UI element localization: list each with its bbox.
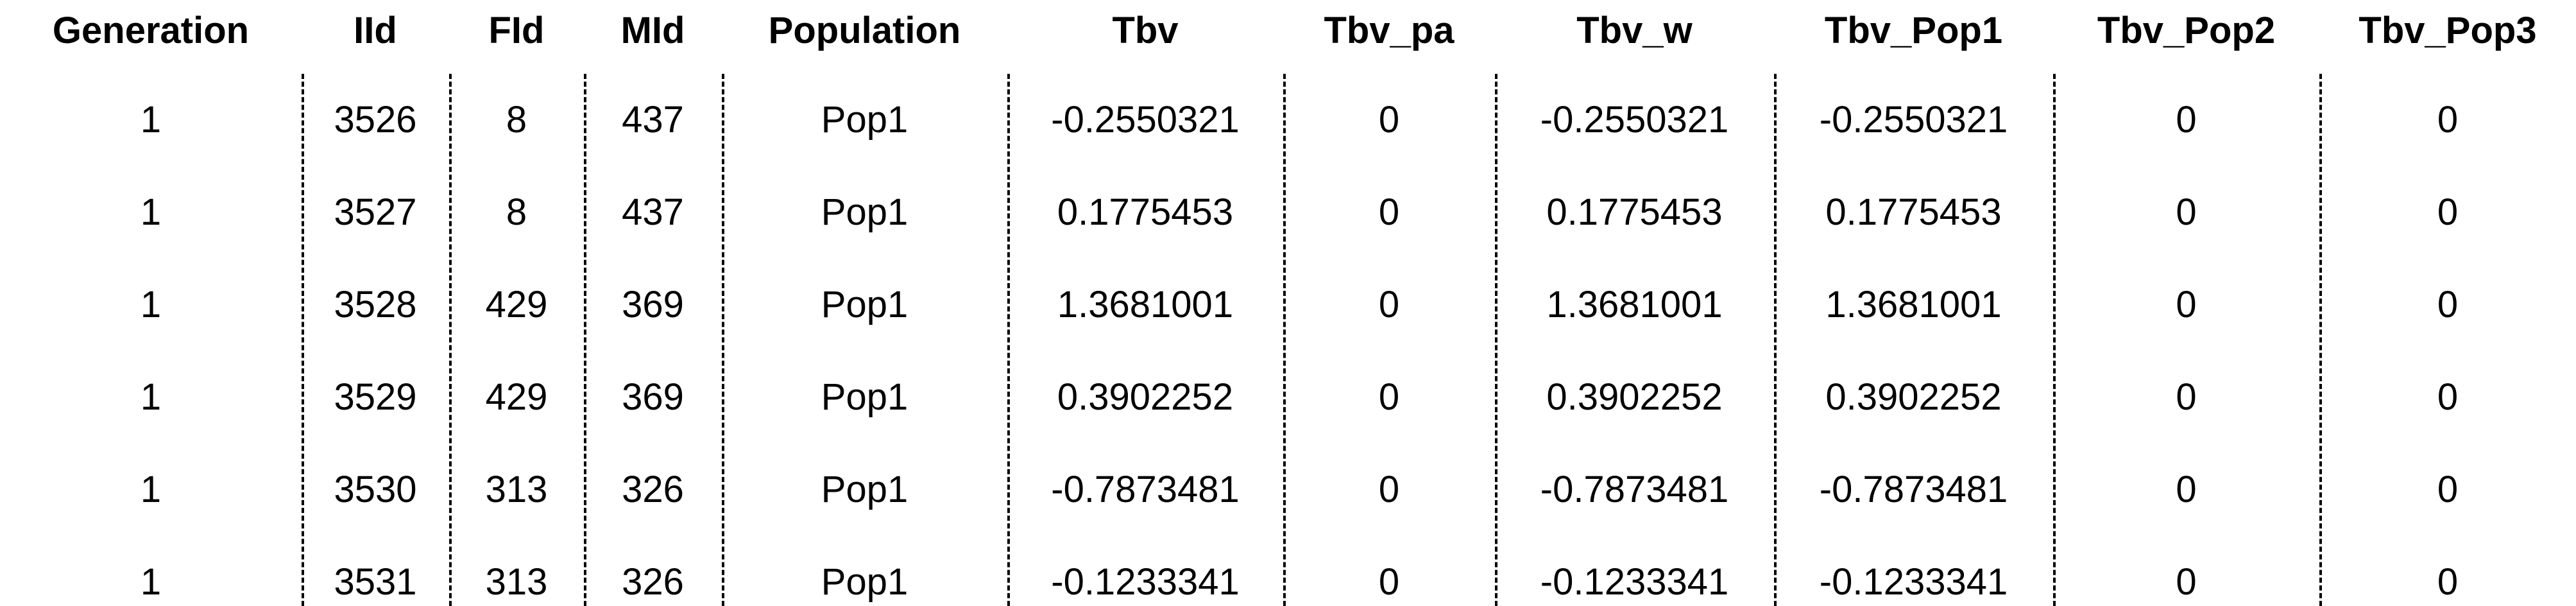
cell-tbv-w: -0.7873481 (1540, 469, 1729, 510)
cell-tbv-pop1: -0.7873481 (1819, 469, 2008, 510)
cell-population: Pop1 (821, 561, 908, 603)
cell-tbv: -0.7873481 (1051, 469, 1240, 510)
cell-tbv-pa: 0 (1378, 99, 1400, 141)
header-tbv-pop1: Tbv_Pop1 (1824, 10, 2003, 51)
cell-tbv-pop3: 0 (2437, 284, 2459, 325)
cell-mid: 326 (622, 561, 684, 603)
cell-tbv: -0.2550321 (1051, 99, 1240, 141)
cell-population: Pop1 (821, 284, 908, 325)
cell-tbv-pa: 0 (1378, 376, 1400, 418)
cell-tbv-pop3: 0 (2437, 191, 2459, 233)
header-mid: MId (620, 10, 685, 51)
cell-tbv-w: -0.2550321 (1540, 99, 1729, 141)
cell-iid: 3528 (334, 284, 417, 325)
cell-mid: 437 (622, 191, 684, 233)
column-divider (449, 74, 452, 606)
cell-fid: 429 (485, 376, 548, 418)
cell-tbv-pop1: 1.3681001 (1825, 284, 2002, 325)
column-divider (1495, 74, 1497, 606)
cell-tbv-pop3: 0 (2437, 469, 2459, 510)
cell-tbv-pop1: -0.2550321 (1819, 99, 2008, 141)
cell-tbv-w: 0.1775453 (1546, 191, 1723, 233)
cell-tbv-pop2: 0 (2176, 469, 2197, 510)
cell-generation: 1 (140, 469, 162, 510)
cell-population: Pop1 (821, 376, 908, 418)
cell-generation: 1 (140, 561, 162, 603)
cell-tbv-pop2: 0 (2176, 191, 2197, 233)
cell-tbv-pop2: 0 (2176, 561, 2197, 603)
column-divider (302, 74, 304, 606)
cell-population: Pop1 (821, 191, 908, 233)
header-fid: FId (488, 10, 545, 51)
table-row: 1 3527 8 437 Pop1 0.1775453 0 0.1775453 … (0, 190, 2576, 235)
cell-population: Pop1 (821, 99, 908, 141)
cell-iid: 3530 (334, 469, 417, 510)
column-divider (1007, 74, 1010, 606)
cell-mid: 326 (622, 469, 684, 510)
cell-tbv: 0.1775453 (1057, 191, 1234, 233)
header-tbv-pa: Tbv_pa (1324, 10, 1454, 51)
cell-generation: 1 (140, 376, 162, 418)
cell-mid: 369 (622, 284, 684, 325)
cell-tbv-pop1: 0.3902252 (1825, 376, 2002, 418)
table-row: 1 3531 313 326 Pop1 -0.1233341 0 -0.1233… (0, 560, 2576, 605)
column-divider (722, 74, 724, 606)
cell-tbv-w: 1.3681001 (1546, 284, 1723, 325)
cell-tbv-w: -0.1233341 (1540, 561, 1729, 603)
cell-tbv-pop1: 0.1775453 (1825, 191, 2002, 233)
header-tbv-w: Tbv_w (1576, 10, 1693, 51)
table-header: Generation IId FId MId Population Tbv Tb… (0, 8, 2576, 53)
cell-tbv-pop2: 0 (2176, 99, 2197, 141)
cell-mid: 437 (622, 99, 684, 141)
cell-fid: 8 (506, 191, 527, 233)
cell-tbv: 1.3681001 (1057, 284, 1234, 325)
cell-fid: 429 (485, 284, 548, 325)
header-iid: IId (354, 10, 397, 51)
cell-tbv-w: 0.3902252 (1546, 376, 1723, 418)
cell-fid: 8 (506, 99, 527, 141)
cell-fid: 313 (485, 469, 548, 510)
header-generation: Generation (52, 10, 250, 51)
cell-generation: 1 (140, 191, 162, 233)
cell-tbv-pop2: 0 (2176, 284, 2197, 325)
column-divider (1283, 74, 1286, 606)
cell-tbv-pop2: 0 (2176, 376, 2197, 418)
header-tbv-pop2: Tbv_Pop2 (2097, 10, 2276, 51)
cell-iid: 3529 (334, 376, 417, 418)
cell-tbv-pa: 0 (1378, 284, 1400, 325)
cell-iid: 3527 (334, 191, 417, 233)
cell-population: Pop1 (821, 469, 908, 510)
column-divider (1774, 74, 1777, 606)
column-divider (2053, 74, 2056, 606)
cell-tbv-pa: 0 (1378, 469, 1400, 510)
cell-tbv-pop3: 0 (2437, 376, 2459, 418)
cell-mid: 369 (622, 376, 684, 418)
table-row: 1 3528 429 369 Pop1 1.3681001 0 1.368100… (0, 282, 2576, 327)
cell-tbv-pop1: -0.1233341 (1819, 561, 2008, 603)
cell-fid: 313 (485, 561, 548, 603)
header-tbv-pop3: Tbv_Pop3 (2358, 10, 2537, 51)
header-tbv: Tbv (1112, 10, 1179, 51)
column-divider (584, 74, 586, 606)
table-row: 1 3526 8 437 Pop1 -0.2550321 0 -0.255032… (0, 98, 2576, 143)
cell-tbv-pa: 0 (1378, 561, 1400, 603)
table-row: 1 3530 313 326 Pop1 -0.7873481 0 -0.7873… (0, 467, 2576, 512)
cell-generation: 1 (140, 99, 162, 141)
cell-tbv: 0.3902252 (1057, 376, 1234, 418)
cell-tbv-pop3: 0 (2437, 99, 2459, 141)
cell-tbv-pop3: 0 (2437, 561, 2459, 603)
cell-tbv: -0.1233341 (1051, 561, 1240, 603)
cell-iid: 3526 (334, 99, 417, 141)
cell-tbv-pa: 0 (1378, 191, 1400, 233)
header-population: Population (768, 10, 961, 51)
column-divider (2319, 74, 2322, 606)
cell-iid: 3531 (334, 561, 417, 603)
table-row: 1 3529 429 369 Pop1 0.3902252 0 0.390225… (0, 375, 2576, 420)
cell-generation: 1 (140, 284, 162, 325)
